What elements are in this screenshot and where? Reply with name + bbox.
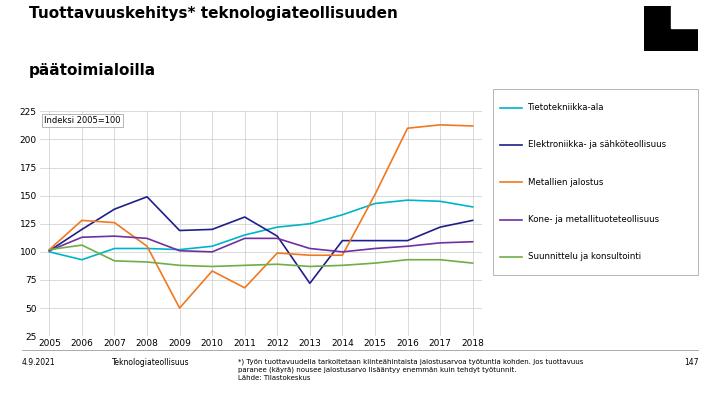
Text: Tuottavuuskehitys* teknologiateollisuuden: Tuottavuuskehitys* teknologiateollisuude… <box>29 6 397 21</box>
Text: päätoimialoilla: päätoimialoilla <box>29 63 156 78</box>
Line: Tietotekniikka-ala: Tietotekniikka-ala <box>50 200 472 260</box>
Text: Kone- ja metallituoteteollisuus: Kone- ja metallituoteteollisuus <box>528 215 659 224</box>
Kone- ja metallituoteteollisuus <box>175 248 184 253</box>
Suunnittelu ja konsultointi <box>175 263 184 268</box>
Elektroniikka- ja sähköteollisuus <box>45 248 54 253</box>
Elektroniikka- ja sähköteollisuus <box>110 207 119 211</box>
Text: 4.9.2021: 4.9.2021 <box>22 358 55 367</box>
Metallien jalostus <box>403 126 412 131</box>
Text: Tietotekniikka-ala: Tietotekniikka-ala <box>528 103 604 112</box>
Metallien jalostus <box>240 286 249 290</box>
Tietotekniikka-ala <box>175 247 184 252</box>
Kone- ja metallituoteteollisuus <box>436 241 444 245</box>
Elektroniikka- ja sähköteollisuus <box>240 215 249 220</box>
Kone- ja metallituoteteollisuus <box>110 234 119 239</box>
Kone- ja metallituoteteollisuus <box>143 236 151 241</box>
Kone- ja metallituoteteollisuus <box>371 246 379 251</box>
Elektroniikka- ja sähköteollisuus <box>371 238 379 243</box>
Elektroniikka- ja sähköteollisuus <box>208 227 217 232</box>
Line: Elektroniikka- ja sähköteollisuus: Elektroniikka- ja sähköteollisuus <box>50 197 472 284</box>
Kone- ja metallituoteteollisuus <box>273 236 282 241</box>
Elektroniikka- ja sähköteollisuus <box>175 228 184 233</box>
Suunnittelu ja konsultointi <box>403 257 412 262</box>
Kone- ja metallituoteteollisuus <box>338 249 347 254</box>
Suunnittelu ja konsultointi <box>45 247 54 252</box>
Metallien jalostus <box>436 122 444 127</box>
Metallien jalostus <box>78 218 86 223</box>
Line: Metallien jalostus: Metallien jalostus <box>50 125 472 308</box>
Metallien jalostus <box>273 251 282 256</box>
Tietotekniikka-ala <box>143 246 151 251</box>
Suunnittelu ja konsultointi <box>143 260 151 264</box>
Suunnittelu ja konsultointi <box>371 261 379 266</box>
Tietotekniikka-ala <box>110 246 119 251</box>
Metallien jalostus <box>110 220 119 225</box>
Tietotekniikka-ala <box>208 244 217 249</box>
Kone- ja metallituoteteollisuus <box>208 249 217 254</box>
Tietotekniikka-ala <box>436 199 444 204</box>
Kone- ja metallituoteteollisuus <box>305 246 314 251</box>
Suunnittelu ja konsultointi <box>240 263 249 268</box>
Metallien jalostus <box>371 192 379 197</box>
Text: Suunnittelu ja konsultointi: Suunnittelu ja konsultointi <box>528 252 641 261</box>
Metallien jalostus <box>175 306 184 311</box>
Elektroniikka- ja sähköteollisuus <box>468 218 477 223</box>
Text: *) Työn tuottavuudella tarkoitetaan kiinteähintaista jalostusarvoa työtuntia koh: *) Työn tuottavuudella tarkoitetaan kiin… <box>238 358 583 382</box>
Tietotekniikka-ala <box>371 201 379 206</box>
Text: Elektroniikka- ja sähköteollisuus: Elektroniikka- ja sähköteollisuus <box>528 141 666 149</box>
Tietotekniikka-ala <box>273 225 282 230</box>
Suunnittelu ja konsultointi <box>273 262 282 266</box>
Elektroniikka- ja sähköteollisuus <box>78 227 86 232</box>
Elektroniikka- ja sähköteollisuus <box>305 281 314 286</box>
Kone- ja metallituoteteollisuus <box>403 244 412 249</box>
Text: 147: 147 <box>684 358 698 367</box>
Tietotekniikka-ala <box>45 249 54 254</box>
Kone- ja metallituoteteollisuus <box>78 235 86 240</box>
Tietotekniikka-ala <box>78 257 86 262</box>
Kone- ja metallituoteteollisuus <box>240 236 249 241</box>
Tietotekniikka-ala <box>468 205 477 209</box>
Suunnittelu ja konsultointi <box>78 243 86 247</box>
Suunnittelu ja konsultointi <box>468 261 477 266</box>
Metallien jalostus <box>143 244 151 249</box>
Tietotekniikka-ala <box>403 198 412 202</box>
Elektroniikka- ja sähköteollisuus <box>273 234 282 239</box>
Tietotekniikka-ala <box>240 232 249 237</box>
Tietotekniikka-ala <box>338 212 347 217</box>
Suunnittelu ja konsultointi <box>208 264 217 269</box>
Metallien jalostus <box>468 124 477 128</box>
Metallien jalostus <box>45 247 54 252</box>
Suunnittelu ja konsultointi <box>436 257 444 262</box>
Metallien jalostus <box>305 253 314 258</box>
Text: Teknologiateollisuus: Teknologiateollisuus <box>112 358 189 367</box>
Suunnittelu ja konsultointi <box>110 258 119 263</box>
Elektroniikka- ja sähköteollisuus <box>436 225 444 230</box>
Suunnittelu ja konsultointi <box>305 264 314 269</box>
Text: Indeksi 2005=100: Indeksi 2005=100 <box>44 116 120 125</box>
Metallien jalostus <box>338 253 347 258</box>
Elektroniikka- ja sähköteollisuus <box>338 238 347 243</box>
Text: Metallien jalostus: Metallien jalostus <box>528 178 603 187</box>
Suunnittelu ja konsultointi <box>338 263 347 268</box>
Kone- ja metallituoteteollisuus <box>468 239 477 244</box>
Bar <box>671 6 698 28</box>
Elektroniikka- ja sähköteollisuus <box>143 194 151 199</box>
Line: Kone- ja metallituoteteollisuus: Kone- ja metallituoteteollisuus <box>50 236 472 252</box>
Kone- ja metallituoteteollisuus <box>45 248 54 253</box>
Tietotekniikka-ala <box>305 221 314 226</box>
Metallien jalostus <box>208 269 217 273</box>
Line: Suunnittelu ja konsultointi: Suunnittelu ja konsultointi <box>50 245 472 266</box>
Elektroniikka- ja sähköteollisuus <box>403 238 412 243</box>
